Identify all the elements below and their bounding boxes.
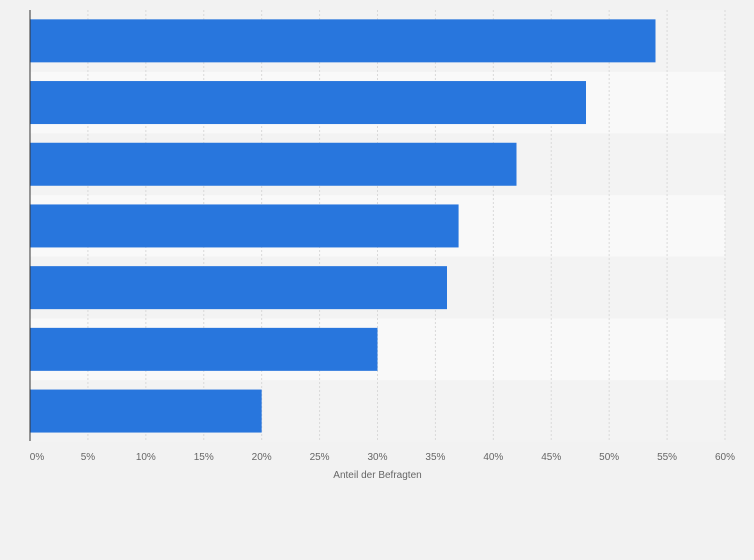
bar (30, 142, 517, 186)
x-tick-label: 50% (599, 452, 619, 463)
x-axis-title: Anteil der Befragten (333, 470, 421, 481)
x-tick-label: 0% (30, 452, 45, 463)
x-tick-label: 20% (252, 452, 272, 463)
x-tick-label: 10% (136, 452, 156, 463)
x-tick-label: 15% (194, 452, 214, 463)
x-tick-label: 60% (715, 452, 735, 463)
bars (30, 19, 656, 433)
x-tick-label: 55% (657, 452, 677, 463)
bar (30, 266, 447, 310)
x-axis-tick-labels: 0% 5% 10% 15% 20% 25% 30% 35% 40% 45% 50% 55% 60% (30, 452, 735, 463)
x-tick-label: 5% (81, 452, 96, 463)
bar (30, 81, 586, 125)
x-tick-label: 25% (310, 452, 330, 463)
bar (30, 19, 656, 63)
x-tick-label: 40% (483, 452, 503, 463)
bar (30, 327, 378, 371)
bar (30, 389, 262, 433)
x-tick-label: 35% (425, 452, 445, 463)
x-tick-label: 30% (367, 452, 387, 463)
bar (30, 204, 459, 248)
x-tick-label: 45% (541, 452, 561, 463)
